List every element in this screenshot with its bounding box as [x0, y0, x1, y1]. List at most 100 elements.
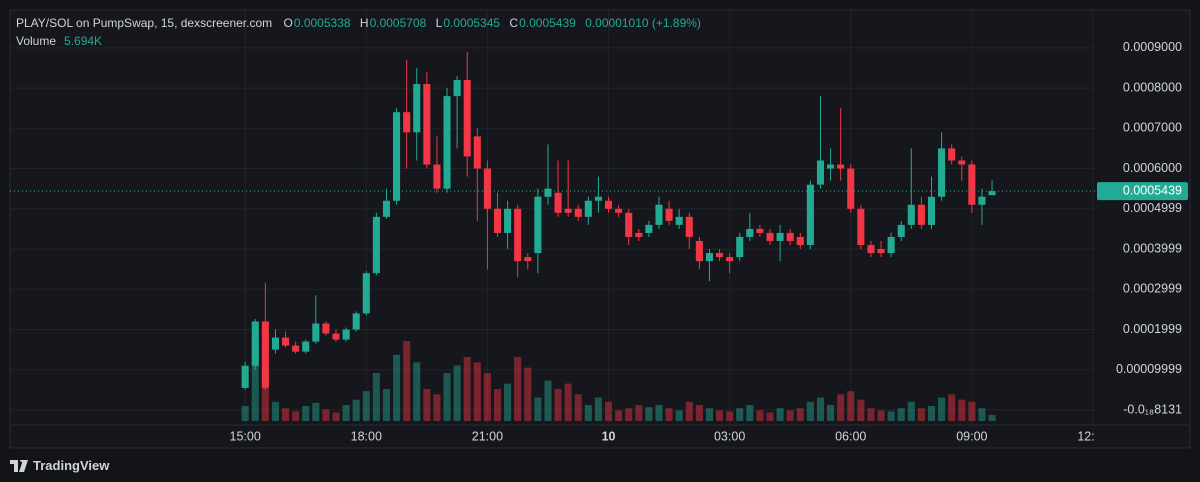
legend-value: 0.0005338 — [293, 16, 351, 30]
y-tick-label: 0.0008000 — [1123, 80, 1182, 94]
volume-bar — [746, 405, 754, 421]
volume-bar — [736, 408, 744, 421]
candle-body — [564, 208, 572, 213]
volume-bar — [564, 383, 572, 421]
legend-value: 0.0005708 — [369, 16, 427, 30]
candle-body — [271, 337, 279, 350]
candle-body — [917, 204, 925, 225]
legend: PLAY/SOL on PumpSwap, 15, dexscreener.co… — [16, 14, 707, 50]
candle-body — [685, 216, 693, 237]
volume-bar — [625, 408, 633, 421]
candle-body — [483, 168, 491, 209]
candle-body — [584, 200, 592, 217]
volume-bar — [271, 401, 279, 421]
candle-body — [534, 196, 542, 254]
candle-body — [645, 224, 653, 233]
candle-body — [968, 164, 976, 205]
legend-value: 0.0005345 — [443, 16, 501, 30]
change-text: 0.00001010 (+1.89%) — [585, 16, 701, 30]
candle-body — [726, 257, 734, 262]
volume-bar — [261, 369, 269, 421]
y-tick-label: 0.0001999 — [1123, 322, 1182, 336]
volume-bar — [907, 401, 915, 421]
candle-body — [877, 249, 885, 254]
volume-bar — [534, 397, 542, 421]
volume-bar — [978, 408, 986, 421]
volume-bar — [837, 394, 845, 421]
volume-bar — [867, 408, 875, 421]
volume-bar — [726, 411, 734, 421]
legend-row: PLAY/SOL on PumpSwap, 15, dexscreener.co… — [16, 14, 707, 32]
volume-bar — [927, 406, 936, 421]
volume-bar — [483, 373, 491, 421]
candle-body — [362, 273, 370, 314]
candle-body — [423, 84, 431, 165]
candle-body — [665, 208, 673, 221]
volume-bar — [847, 391, 855, 421]
candle-body — [372, 216, 380, 274]
volume-bar — [362, 391, 370, 421]
volume-bar — [251, 341, 259, 421]
volume-bar — [372, 373, 380, 421]
volume-bar — [413, 362, 421, 421]
candle-body — [837, 164, 845, 169]
candle-body — [806, 184, 814, 246]
y-tick-label: 0.0006000 — [1123, 161, 1182, 175]
volume-bar — [514, 357, 522, 421]
candle-body — [796, 236, 804, 246]
axes-layer: 0.0009000 0.0008000 0.0007000 0.0006000 0.00… — [10, 40, 1188, 443]
volume-bar — [403, 341, 411, 421]
candle-body — [594, 196, 602, 201]
volume-bar — [493, 389, 502, 421]
volume-value: 5.694K — [64, 34, 103, 48]
candle-body — [352, 313, 360, 330]
x-tick-label: 10 — [602, 429, 616, 443]
volume-bar — [857, 399, 865, 421]
candle-body — [342, 329, 350, 340]
candle-body — [574, 208, 582, 217]
last-price-tag — [1097, 182, 1188, 201]
legend-key: O — [283, 16, 293, 30]
candle-body — [493, 208, 502, 233]
candle-body — [736, 236, 744, 258]
volume-bar — [241, 406, 249, 421]
candle-body — [766, 232, 774, 241]
volume-bar — [665, 408, 673, 421]
volume-bar — [292, 411, 300, 421]
candle-body — [312, 323, 320, 342]
volume-bar — [877, 410, 885, 421]
volume-bar — [312, 402, 320, 421]
y-tick-label: 0.0003999 — [1123, 241, 1182, 255]
volume-bar — [756, 410, 764, 421]
volume-bar — [453, 365, 461, 421]
candle-body — [393, 112, 401, 201]
candle-body — [897, 224, 905, 237]
candle-body — [443, 96, 451, 189]
candle-body — [938, 148, 946, 197]
legend-value: 0.0005439 — [519, 16, 576, 30]
chart-frame — [9, 9, 1191, 449]
volume-bar — [816, 397, 825, 421]
candle-body — [705, 253, 713, 262]
volume-bar — [382, 389, 391, 421]
volume-bar — [504, 383, 512, 421]
candle-body — [292, 345, 300, 352]
volume-bar — [473, 362, 481, 421]
volume-bar — [635, 405, 643, 421]
candle-body — [675, 216, 683, 225]
candle-body — [816, 160, 825, 185]
volume-bar — [594, 397, 602, 421]
candle-body — [927, 196, 936, 225]
symbol-title: PLAY/SOL on PumpSwap, 15, dexscreener.co… — [16, 16, 273, 30]
volume-bar — [988, 414, 996, 421]
candle-body — [786, 232, 794, 241]
candle-body — [453, 80, 461, 97]
volume-bar — [342, 405, 350, 421]
volume-bar — [897, 408, 905, 421]
volume-bar — [887, 411, 895, 421]
volume-bar — [463, 357, 471, 421]
candle-body — [463, 80, 471, 157]
candle-body — [604, 200, 613, 209]
volume-bar — [655, 405, 663, 421]
volume-bar — [645, 407, 653, 421]
